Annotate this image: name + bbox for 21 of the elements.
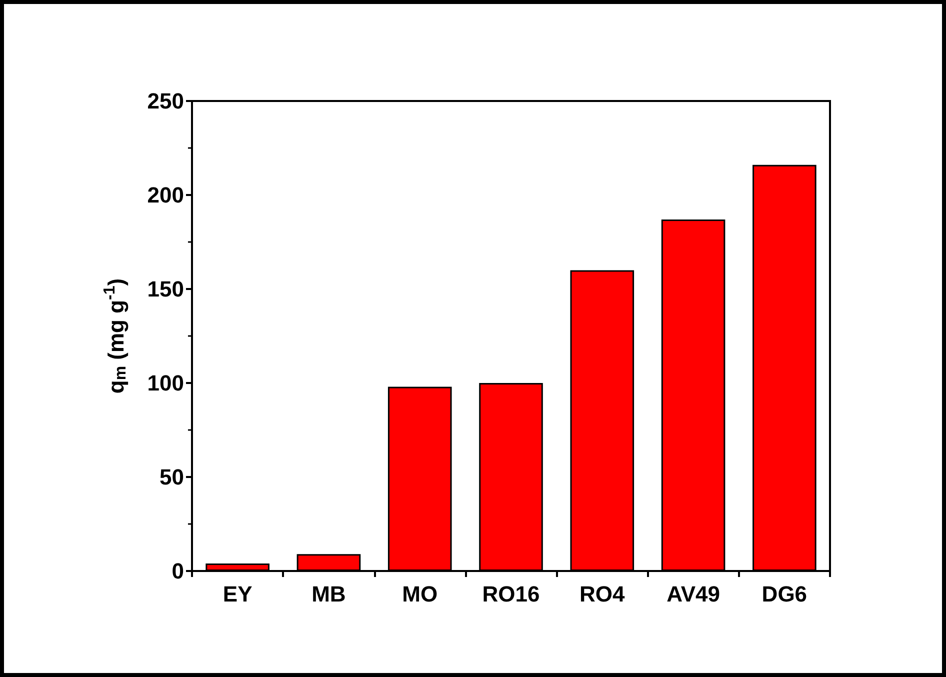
bar (479, 383, 543, 571)
y-tick-label: 0 (172, 558, 184, 584)
y-tick-label: 50 (160, 464, 184, 490)
x-tick-label: RO4 (580, 582, 626, 606)
y-tick-label: 200 (147, 182, 184, 208)
bar (206, 563, 270, 571)
x-tick-label: EY (222, 582, 253, 606)
bar (752, 164, 816, 571)
bar (296, 554, 361, 571)
x-tick-label: MB (312, 582, 346, 606)
bar (388, 386, 452, 571)
bar (661, 219, 726, 571)
y-tick-label: 150 (147, 276, 184, 302)
x-tick-label: RO16 (482, 582, 540, 606)
x-tick-label: AV49 (666, 582, 720, 606)
y-tick-label: 100 (147, 370, 184, 396)
y-axis-title: qm (mg g-1) (102, 278, 130, 394)
x-tick-label: DG6 (762, 582, 808, 606)
x-tick-label: MO (402, 582, 438, 606)
bar (570, 270, 634, 571)
y-tick-label: 250 (147, 88, 184, 114)
